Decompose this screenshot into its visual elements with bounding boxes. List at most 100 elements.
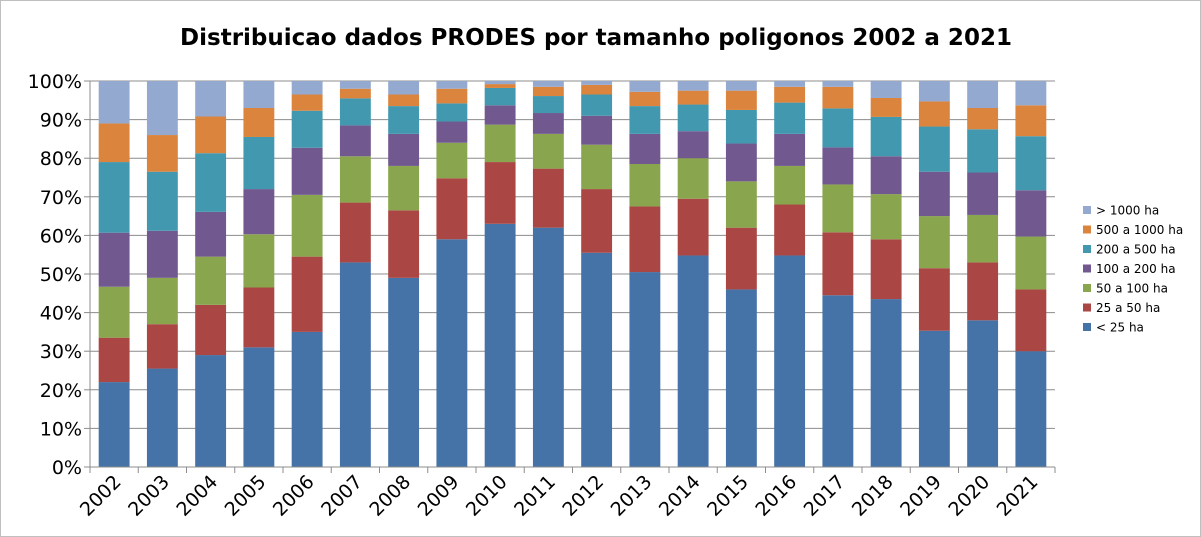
bar-segment bbox=[484, 124, 516, 163]
bar-segment bbox=[146, 277, 178, 325]
bar-segment bbox=[822, 81, 854, 87]
x-tick-label: 2003 bbox=[124, 471, 174, 521]
bar-segment bbox=[243, 287, 275, 348]
bar-segment bbox=[291, 147, 323, 195]
y-tick-label: 40% bbox=[40, 303, 82, 325]
bar-segment bbox=[484, 87, 516, 106]
x-tick-label: 2008 bbox=[365, 471, 415, 521]
legend-label: 50 a 100 ha bbox=[1096, 282, 1168, 296]
bar-segment bbox=[98, 232, 130, 287]
bar-segment bbox=[98, 162, 130, 233]
y-tick-label: 50% bbox=[40, 264, 82, 286]
bar-segment bbox=[98, 286, 130, 338]
x-tick-label: 2016 bbox=[751, 471, 801, 521]
bar-segment bbox=[725, 109, 757, 144]
bar-segment bbox=[436, 178, 468, 240]
y-tick-label: 90% bbox=[40, 110, 82, 132]
legend-swatch bbox=[1083, 284, 1091, 292]
bar-segment bbox=[629, 106, 661, 134]
bar-segment bbox=[484, 81, 516, 85]
y-tick-label: 60% bbox=[40, 225, 82, 247]
bar-segment bbox=[388, 81, 420, 95]
legend-swatch bbox=[1083, 206, 1091, 214]
bar-segment bbox=[774, 255, 806, 467]
bar-segment bbox=[677, 104, 709, 132]
legend-swatch bbox=[1083, 264, 1091, 273]
bar-segment bbox=[436, 103, 468, 122]
bar-segment bbox=[532, 81, 564, 87]
bar-segment bbox=[484, 223, 516, 467]
x-tick-label: 2017 bbox=[800, 471, 850, 521]
bar-segment bbox=[388, 277, 420, 467]
bar-segment bbox=[677, 81, 709, 91]
bar-segment bbox=[1015, 136, 1047, 191]
bar-segment bbox=[388, 210, 420, 278]
bar-segment bbox=[774, 133, 806, 166]
x-tick-label: 2005 bbox=[221, 471, 271, 521]
bar-segment bbox=[388, 94, 420, 107]
bar-segment bbox=[532, 168, 564, 228]
bar-segment bbox=[870, 97, 902, 117]
bar-segment bbox=[677, 198, 709, 256]
y-tick-label: 100% bbox=[28, 71, 82, 93]
bar-segment bbox=[774, 102, 806, 134]
y-tick-label: 0% bbox=[52, 457, 82, 479]
bar-segment bbox=[918, 268, 950, 331]
bar-segment bbox=[484, 162, 516, 224]
legend-swatch bbox=[1083, 245, 1091, 253]
bar-segment bbox=[195, 153, 227, 212]
bars bbox=[98, 81, 1047, 467]
bar-segment bbox=[339, 156, 371, 203]
bar-segment bbox=[532, 227, 564, 467]
bar-segment bbox=[291, 81, 323, 95]
bar-segment bbox=[822, 184, 854, 233]
bar-segment bbox=[146, 230, 178, 278]
x-tick-label: 2021 bbox=[993, 471, 1043, 521]
bar-segment bbox=[484, 84, 516, 88]
bar-segment bbox=[967, 172, 999, 215]
x-tick-label: 2014 bbox=[655, 471, 705, 521]
bar-segment bbox=[967, 262, 999, 321]
bar-segment bbox=[967, 214, 999, 263]
bar-segment bbox=[243, 347, 275, 467]
bar-segment bbox=[532, 86, 564, 97]
bar-segment bbox=[725, 143, 757, 182]
bar-segment bbox=[581, 84, 613, 95]
legend-label: 200 a 500 ha bbox=[1096, 243, 1176, 257]
x-tick-label: 2009 bbox=[414, 471, 464, 521]
bar-segment bbox=[243, 81, 275, 109]
bar-segment bbox=[870, 81, 902, 98]
bar-segment bbox=[146, 171, 178, 231]
bar-segment bbox=[1015, 81, 1047, 106]
bar-segment bbox=[98, 81, 130, 124]
bar-segment bbox=[629, 163, 661, 207]
x-tick-label: 2007 bbox=[317, 471, 367, 521]
bar-segment bbox=[725, 90, 757, 110]
x-tick-label: 2013 bbox=[607, 471, 657, 521]
bar-segment bbox=[822, 147, 854, 185]
bar-segment bbox=[967, 129, 999, 173]
x-tick-label: 2018 bbox=[848, 471, 898, 521]
bar-segment bbox=[581, 81, 613, 85]
bar-segment bbox=[195, 304, 227, 356]
bar-segment bbox=[581, 94, 613, 116]
bar-segment bbox=[98, 382, 130, 467]
x-tick-label: 2006 bbox=[269, 471, 319, 521]
bar-segment bbox=[581, 252, 613, 467]
bar-segment bbox=[291, 94, 323, 111]
bar-segment bbox=[532, 113, 564, 134]
bar-segment bbox=[243, 189, 275, 235]
bar-segment bbox=[339, 98, 371, 126]
bar-segment bbox=[388, 106, 420, 134]
legend-label: 500 a 1000 ha bbox=[1096, 223, 1183, 237]
bar-segment bbox=[822, 108, 854, 148]
bar-segment bbox=[243, 108, 275, 137]
y-axis-ticks: 0% 10% 20% 30% 40% 50% 60% 70% 80% 90% 100% bbox=[28, 71, 90, 479]
chart-title: Distribuicao dados PRODES por tamanho po… bbox=[180, 25, 1012, 51]
bar-segment bbox=[967, 81, 999, 109]
bar-segment bbox=[581, 189, 613, 253]
x-axis-ticks: 2002200320042005200620072008200920102011… bbox=[76, 467, 1056, 521]
bar-segment bbox=[870, 116, 902, 157]
bar-segment bbox=[1015, 236, 1047, 290]
x-tick-label: 2012 bbox=[558, 471, 608, 521]
